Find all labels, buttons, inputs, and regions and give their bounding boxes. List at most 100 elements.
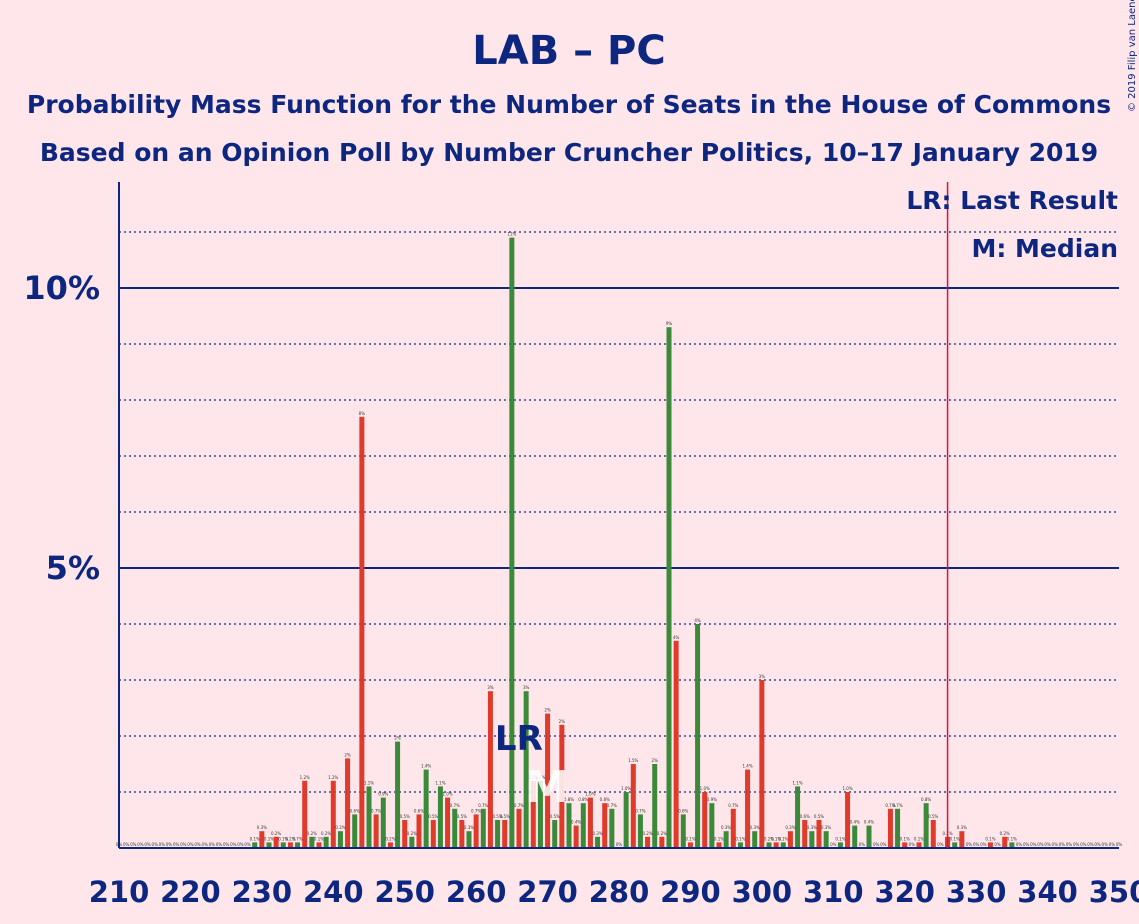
bar-label-262: 3% xyxy=(487,685,494,690)
bar-label-300: 3% xyxy=(759,674,766,679)
bar-label-312: 1.0% xyxy=(842,786,852,791)
x-tick-240: 240 xyxy=(303,875,364,909)
bar-255 xyxy=(437,786,443,848)
bar-label-250: 0.5% xyxy=(400,814,410,819)
bar-label-235: 0.7% xyxy=(292,836,302,841)
bar-label-242: 2% xyxy=(344,752,351,757)
bar-label-285: 2% xyxy=(652,758,659,763)
bar-275 xyxy=(580,803,586,848)
bars-group xyxy=(252,237,1015,849)
bar-253 xyxy=(423,769,429,848)
bar-293 xyxy=(709,803,715,848)
bar-290 xyxy=(687,842,693,848)
bar-label-283: 0.7% xyxy=(635,808,645,813)
x-tick-340: 340 xyxy=(1017,875,1078,909)
bar-304 xyxy=(787,831,793,848)
bar-label-213: 0% xyxy=(137,842,144,847)
bar-label-228: 0% xyxy=(244,842,251,847)
bar-label-294: 0.1% xyxy=(714,836,724,841)
bar-label-243: 0.6% xyxy=(350,808,360,813)
bar-label-286: 0.2% xyxy=(657,831,667,836)
bar-label-316: 0% xyxy=(873,842,880,847)
bar-237 xyxy=(309,836,315,848)
bar-281 xyxy=(623,792,629,848)
bar-335 xyxy=(1009,842,1015,848)
bar-256 xyxy=(445,797,451,848)
bar-251 xyxy=(409,836,415,848)
bar-label-335: 0.1% xyxy=(1007,836,1017,841)
x-tick-350: 350 xyxy=(1089,875,1139,909)
bar-label-315: 0.4% xyxy=(864,820,874,825)
bar-label-253: 1.4% xyxy=(421,764,431,769)
x-tick-210: 210 xyxy=(89,875,150,909)
bar-label-297: 0.1% xyxy=(735,836,745,841)
bar-label-273: 0.8% xyxy=(564,797,574,802)
bar-label-304: 0.3% xyxy=(785,825,795,830)
bar-327 xyxy=(952,842,958,848)
bar-287 xyxy=(666,327,672,848)
bar-257 xyxy=(452,808,458,848)
bar-label-313: 0.4% xyxy=(850,820,860,825)
bar-label-261: 0.7% xyxy=(478,803,488,808)
bar-label-266: 0.7% xyxy=(514,803,524,808)
bar-label-249: 2% xyxy=(394,736,401,741)
bar-label-346: 0% xyxy=(1087,842,1094,847)
x-tick-330: 330 xyxy=(946,875,1007,909)
bar-label-214: 0% xyxy=(144,842,151,847)
bar-248 xyxy=(387,842,393,848)
bar-271 xyxy=(552,820,558,848)
legend-median: M: Median xyxy=(971,234,1118,263)
bar-277 xyxy=(595,836,601,848)
y-tick-5: 5% xyxy=(46,549,100,587)
bar-label-272: 2% xyxy=(559,719,566,724)
markers: MLR xyxy=(495,182,949,848)
bar-268 xyxy=(530,780,536,848)
bar-label-265: 11% xyxy=(507,232,516,237)
bar-label-328: 0.3% xyxy=(957,825,967,830)
bar-260 xyxy=(473,814,479,848)
bar-286 xyxy=(659,836,665,848)
bar-label-236: 1.2% xyxy=(300,775,310,780)
tick-labels: 210 220 230 240 250 260 270 280 290 300 310 320 330 3… xyxy=(23,269,1139,909)
bar-241 xyxy=(337,831,343,848)
bar-272 xyxy=(559,724,565,848)
bar-label-241: 0.3% xyxy=(335,825,345,830)
bar-323 xyxy=(923,803,929,848)
bar-label-333: 0% xyxy=(994,842,1001,847)
bar-label-239: 0.2% xyxy=(321,831,331,836)
bar-label-293: 0.9% xyxy=(707,797,717,802)
bar-label-216: 0% xyxy=(159,842,166,847)
bar-label-338: 0% xyxy=(1030,842,1037,847)
bar-311 xyxy=(837,842,843,848)
bar-label-263: 0.5% xyxy=(492,814,502,819)
bar-291 xyxy=(695,624,701,848)
bar-label-252: 0.6% xyxy=(414,808,424,813)
bar-303 xyxy=(780,842,786,848)
bar-261 xyxy=(480,808,486,848)
bar-279 xyxy=(609,808,615,848)
bar-label-223: 0% xyxy=(209,842,216,847)
legend-last-result: LR: Last Result xyxy=(906,186,1118,215)
grid-lines xyxy=(119,231,1119,793)
bar-240 xyxy=(330,780,336,848)
bar-label-244: 8% xyxy=(359,411,366,416)
chart-title: LAB – PC xyxy=(472,28,665,74)
bar-label-343: 0% xyxy=(1066,842,1073,847)
bar-label-274: 0.4% xyxy=(571,820,581,825)
bar-label-314: 0% xyxy=(859,842,866,847)
bar-label-332: 0.1% xyxy=(985,836,995,841)
bar-label-321: 0% xyxy=(909,842,916,847)
x-tick-300: 300 xyxy=(732,875,793,909)
bar-label-284: 0.2% xyxy=(642,831,652,836)
bar-278 xyxy=(602,803,608,848)
bar-label-246: 0.7% xyxy=(371,808,381,813)
bar-label-220: 0% xyxy=(187,842,194,847)
bar-label-259: 0.3% xyxy=(464,825,474,830)
bar-label-331: 0% xyxy=(980,842,987,847)
bar-298 xyxy=(745,769,751,848)
bar-label-221: 0% xyxy=(194,842,201,847)
bar-label-299: 0.3% xyxy=(750,825,760,830)
bar-label-325: 0% xyxy=(937,842,944,847)
bar-label-267: 3% xyxy=(523,685,530,690)
bar-244 xyxy=(359,416,365,848)
